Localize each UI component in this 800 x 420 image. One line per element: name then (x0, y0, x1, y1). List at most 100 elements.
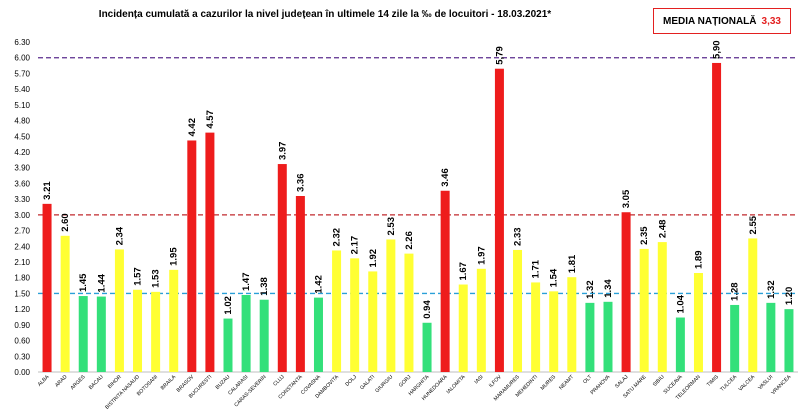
bar-value-label: 2.26 (404, 231, 415, 250)
bar (60, 235, 70, 372)
bar (603, 301, 613, 372)
bar (169, 269, 179, 372)
bar (96, 296, 106, 372)
category-label: ARGES (70, 374, 87, 391)
bar-value-label: 5,90 (712, 40, 723, 59)
category-label: BUZAU (215, 374, 232, 391)
category-label: TIMIS (706, 374, 720, 388)
chart-title: Incidența cumulată a cazurilor la nivel … (99, 9, 551, 20)
y-tick-label: 0.90 (14, 321, 30, 330)
bar-value-label: 3.05 (621, 189, 632, 208)
category-label: IALOMITA (446, 374, 467, 395)
bar-value-label: 1.28 (730, 282, 741, 301)
bar (585, 302, 595, 372)
bar (78, 296, 88, 372)
bar-value-label: 1.02 (223, 296, 234, 315)
bar-value-label: 2.35 (639, 226, 650, 245)
category-label: ALBA (37, 374, 51, 388)
bar (657, 242, 667, 372)
bar (313, 297, 323, 372)
y-tick-label: 2.40 (14, 242, 30, 251)
category-label: CLUJ (272, 374, 286, 388)
bar-value-label: 2.55 (748, 215, 759, 234)
y-tick-label: 0.00 (14, 368, 30, 377)
bar-value-label: 2.53 (386, 217, 397, 236)
bar-value-label: 1.71 (531, 259, 542, 278)
y-tick-label: 4.50 (14, 132, 30, 141)
y-tick-label: 3.90 (14, 164, 30, 173)
national-average-box: MEDIA NAȚIONALĂ 3,33 (653, 8, 791, 34)
bar (693, 273, 703, 372)
bar-value-label: 3.46 (440, 168, 451, 187)
bar (549, 291, 559, 372)
bar-value-label: 1.92 (368, 249, 379, 268)
bar-value-label: 1.54 (549, 268, 560, 287)
bar (404, 253, 414, 372)
bar (223, 318, 233, 372)
category-label: OLT (582, 374, 594, 386)
category-label: ARAD (54, 374, 69, 389)
bar-value-label: 1.42 (313, 275, 324, 294)
y-axis: 0.00 0.30 0.60 0.90 1.20 1.50 1.80 2.10 2.40 2.70… (14, 38, 798, 377)
bar-value-label: 1.32 (585, 280, 596, 299)
y-tick-label: 2.10 (14, 258, 30, 267)
bar (639, 248, 649, 372)
category-label: BRAILA (160, 374, 178, 392)
bar-value-label: 5,79 (494, 46, 505, 65)
national-average-value: 3,33 (761, 15, 781, 27)
bar-value-label: 4.57 (205, 110, 216, 129)
bar (766, 302, 776, 372)
category-label: GORJ (398, 374, 413, 389)
bar (386, 239, 396, 372)
category-label: GALATI (359, 374, 376, 391)
bar-value-label: 2.33 (513, 227, 524, 246)
y-tick-label: 2.70 (14, 227, 30, 236)
bar (675, 317, 685, 372)
bar-value-label: 1.45 (78, 273, 89, 292)
bar (205, 132, 215, 372)
bar (513, 249, 523, 372)
bar-value-label: 2.32 (332, 228, 343, 247)
bar (712, 62, 722, 372)
y-tick-label: 4.80 (14, 117, 30, 126)
bar-value-label: 1.44 (96, 273, 107, 292)
bar-value-label: 1.38 (259, 277, 270, 296)
category-label: VASLUI (757, 374, 774, 391)
y-tick-label: 5.70 (14, 69, 30, 78)
bar-value-label: 2.17 (350, 236, 361, 255)
bar (350, 258, 360, 372)
bar (114, 249, 124, 372)
bar-value-label: 1.89 (693, 251, 704, 270)
bar (42, 203, 52, 372)
bar-value-label: 1.57 (133, 267, 144, 286)
bar (151, 291, 161, 372)
bar (784, 309, 794, 372)
category-label: MURES (540, 374, 558, 392)
y-tick-label: 4.20 (14, 148, 30, 157)
bar-value-label: 1.47 (241, 273, 252, 292)
category-label: ILFOV (488, 374, 503, 389)
bar (259, 299, 269, 372)
bar-value-label: 1.04 (675, 294, 686, 313)
y-tick-label: 3.60 (14, 179, 30, 188)
bar-value-label: 1.95 (169, 247, 180, 266)
category-label: VALCEA (738, 374, 757, 393)
bar (295, 196, 305, 372)
value-labels: 3.21 2.60 1.45 1.44 2.34 1.57 1.53 1.95 4.42 4.57… (42, 40, 795, 318)
bar (187, 140, 197, 372)
bar-value-label: 1.81 (567, 254, 578, 273)
category-label: BACAU (88, 374, 105, 391)
bar (531, 282, 541, 372)
category-label: VRANCEA (770, 374, 792, 396)
y-tick-label: 1.50 (14, 289, 30, 298)
y-tick-label: 0.30 (14, 352, 30, 361)
bar (440, 190, 450, 372)
bar (730, 304, 740, 372)
y-tick-label: 3.30 (14, 195, 30, 204)
bar (241, 295, 251, 372)
category-label: PRAHOVA (590, 374, 612, 396)
y-tick-label: 1.20 (14, 305, 30, 314)
bar (748, 238, 758, 372)
y-tick-label: 5.40 (14, 85, 30, 94)
